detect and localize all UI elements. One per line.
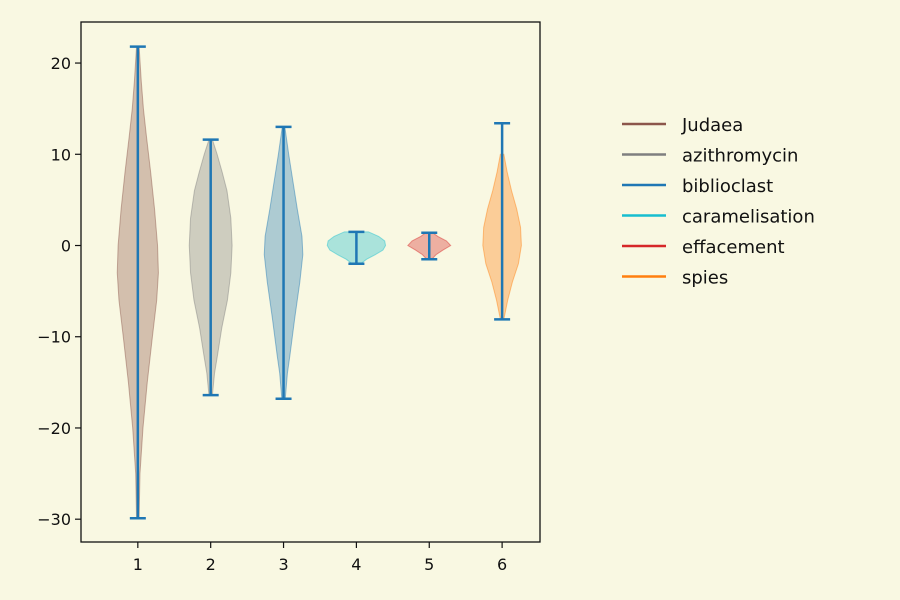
- legend-label-azithromycin: azithromycin: [682, 146, 798, 167]
- legend-label-biblioclast: biblioclast: [682, 176, 773, 197]
- legend-label-Judaea: Judaea: [681, 115, 743, 136]
- legend-label-caramelisation: caramelisation: [682, 207, 815, 228]
- x-tick-label: 5: [424, 555, 434, 574]
- y-tick-label: 20: [51, 54, 71, 73]
- x-tick-label: 2: [206, 555, 216, 574]
- x-axis: 1 2 3 4 5 6: [133, 542, 507, 574]
- x-tick-label: 1: [133, 555, 143, 574]
- y-tick-label: −30: [37, 510, 71, 529]
- plot-area: [81, 22, 540, 542]
- y-tick-label: 10: [51, 145, 71, 164]
- plot-frame: [80, 21, 541, 543]
- y-axis: 20 10 0 −10 −20 −30: [37, 54, 81, 529]
- x-tick-label: 3: [278, 555, 288, 574]
- legend-label-spies: spies: [682, 268, 728, 289]
- x-tick-label: 4: [351, 555, 361, 574]
- legend-label-effacement: effacement: [682, 237, 785, 258]
- y-tick-label: −20: [37, 419, 71, 438]
- y-tick-label: −10: [37, 328, 71, 347]
- legend: Judaea azithromycin biblioclast caramelisat…: [622, 115, 815, 289]
- y-tick-label: 0: [61, 237, 71, 256]
- x-tick-label: 6: [497, 555, 507, 574]
- stat-lines-group: [129, 45, 511, 520]
